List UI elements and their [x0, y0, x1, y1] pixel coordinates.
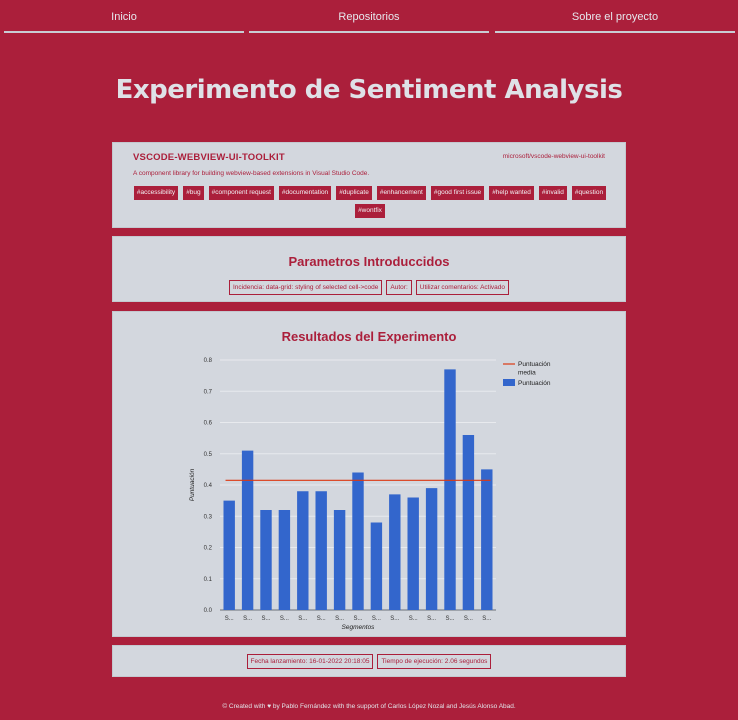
x-tick-label: S...	[261, 616, 270, 622]
x-axis-label: Segmentos	[342, 624, 376, 631]
x-tick-label: S...	[280, 616, 289, 622]
legend-score-swatch	[503, 379, 515, 386]
bar	[352, 472, 364, 610]
repository-card: VSCODE-WEBVIEW-UI-TOOLKIT microsoft/vsco…	[112, 142, 626, 228]
bar	[389, 494, 401, 610]
y-tick-label: 0.6	[204, 421, 213, 427]
results-card: Resultados del Experimento 0.0 0.1 0.2 0.3 0…	[112, 311, 626, 637]
results-title: Resultados del Experimento	[281, 329, 457, 344]
bar	[241, 450, 254, 610]
parameters-title: Parametros Introduccidos	[288, 254, 450, 269]
legend-score-label: Puntuación	[518, 380, 551, 387]
issue-label[interactable]: #wontfix	[355, 204, 385, 218]
x-tick-label: S...	[243, 616, 252, 622]
x-tick-label: S...	[464, 616, 473, 622]
nav-sobre-el-proyecto[interactable]: Sobre el proyecto	[495, 0, 735, 33]
repository-name: VSCODE-WEBVIEW-UI-TOOLKIT	[133, 152, 285, 163]
bar	[315, 491, 327, 610]
results-bar-chart: 0.0 0.1 0.2 0.3 0.4 0.5 0.6 0.7 0.8 S... S... S... S…	[189, 358, 551, 631]
x-tick-label: S...	[298, 616, 307, 622]
execution-info: Fecha lanzamiento: 16-01-2022 20:18:05 T…	[113, 654, 625, 669]
x-tick-label: S...	[353, 616, 362, 622]
issue-label[interactable]: #bug	[183, 186, 204, 200]
launch-date: Fecha lanzamiento: 16-01-2022 20:18:05	[246, 654, 374, 669]
repository-description: A component library for building webview…	[133, 170, 370, 177]
issue-label[interactable]: #component request	[208, 186, 274, 200]
y-axis-label: Puntuación	[189, 468, 196, 501]
y-tick-label: 0.8	[204, 358, 213, 364]
legend-mean-label: Puntuación media	[518, 361, 551, 377]
y-tick-label: 0.0	[204, 608, 213, 614]
param-comentarios: Utilizar comentarios: Activado	[415, 280, 510, 295]
param-autor: Autor:	[386, 280, 412, 295]
issue-label[interactable]: #help wanted	[489, 186, 534, 200]
top-navigation: Inicio Repositorios Sobre el proyecto	[0, 0, 738, 34]
x-tick-label: S...	[317, 616, 326, 622]
bar	[223, 500, 235, 610]
y-tick-label: 0.3	[204, 514, 213, 520]
x-tick-label: S...	[390, 616, 399, 622]
bar	[297, 491, 309, 610]
bar	[425, 488, 438, 610]
page-title: Experimento de Sentiment Analysis	[115, 75, 623, 105]
y-tick-label: 0.2	[204, 546, 213, 552]
nav-repositorios[interactable]: Repositorios	[249, 0, 489, 33]
parameters-card: Parametros Introduccidos Incidencia: dat…	[112, 236, 626, 302]
bar	[278, 510, 291, 610]
y-tick-label: 0.7	[204, 389, 213, 395]
issue-label[interactable]: #good first issue	[430, 186, 485, 200]
issue-label[interactable]: #question	[571, 186, 607, 200]
execution-duration: Tiempo de ejecución: 2.06 segundos	[377, 654, 492, 669]
execution-card: Fecha lanzamiento: 16-01-2022 20:18:05 T…	[112, 645, 626, 677]
param-incidencia: Incidencia: data-grid: styling of select…	[228, 280, 383, 295]
issue-label[interactable]: #duplicate	[336, 186, 372, 200]
nav-inicio[interactable]: Inicio	[4, 0, 244, 33]
bar	[481, 469, 493, 610]
footer-credits: © Created with ♥ by Pablo Fernández with…	[222, 703, 516, 710]
x-tick-label: S...	[427, 616, 436, 622]
x-tick-label: S...	[372, 616, 381, 622]
bar	[407, 497, 419, 610]
y-tick-label: 0.1	[204, 577, 213, 583]
issue-label[interactable]: #enhancement	[376, 186, 426, 200]
bar	[444, 369, 456, 610]
bar	[260, 510, 272, 610]
bar	[462, 435, 475, 610]
x-tick-label: S...	[409, 616, 418, 622]
x-tick-label: S...	[335, 616, 344, 622]
bar	[333, 510, 346, 610]
bar	[370, 522, 383, 610]
y-tick-label: 0.5	[204, 452, 213, 458]
x-tick-label: S...	[225, 616, 234, 622]
y-tick-label: 0.4	[204, 483, 213, 489]
x-tick-label: S...	[482, 616, 491, 622]
repository-labels: #accessibility #bug #component request #doc…	[133, 186, 607, 218]
x-tick-label: S...	[445, 616, 454, 622]
parameters-list: Incidencia: data-grid: styling of select…	[113, 280, 625, 295]
issue-label[interactable]: #accessibility	[133, 186, 179, 200]
issue-label[interactable]: #invalid	[538, 186, 567, 200]
issue-label[interactable]: #documentation	[278, 186, 332, 200]
repository-link[interactable]: microsoft/vscode-webview-ui-toolkit	[502, 153, 605, 160]
